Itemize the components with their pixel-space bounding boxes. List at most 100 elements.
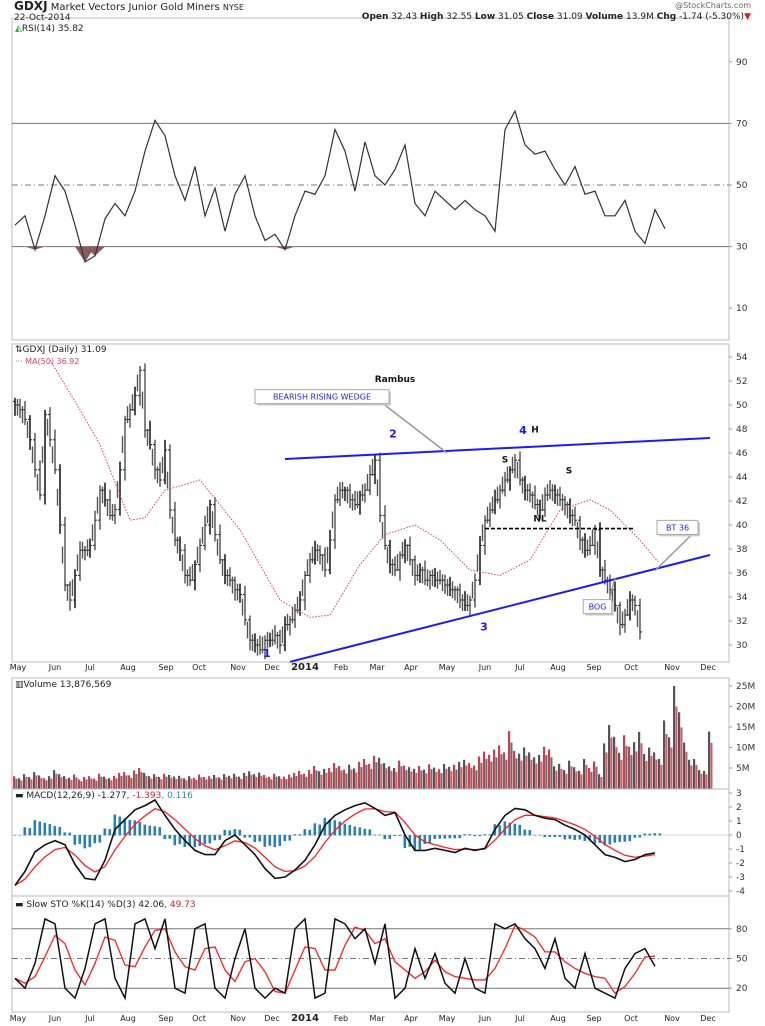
macd-histogram-bar — [113, 814, 117, 836]
macd-histogram-bar — [118, 816, 122, 836]
macd-histogram-bar — [353, 826, 357, 836]
macd-histogram-bar — [153, 826, 157, 836]
volume-bar — [653, 752, 656, 789]
volume-bar — [645, 760, 648, 789]
volume-bar — [445, 768, 448, 789]
volume-bar — [468, 763, 471, 789]
macd-histogram-bar — [13, 835, 17, 836]
price-y-tick: 40 — [736, 521, 748, 531]
macd-histogram-bar — [143, 824, 147, 836]
volume-y-tick: 25M — [736, 682, 755, 692]
rsi-y-tick: 10 — [736, 304, 748, 314]
volume-bar — [415, 772, 418, 789]
stockcharts-watermark: @StockCharts.com — [675, 1, 751, 10]
chg-value: -1.74 (-5.30%) — [679, 12, 745, 22]
annotation-right-shoulder: S — [566, 466, 572, 476]
volume-bar — [620, 759, 623, 789]
volume-bar — [448, 766, 451, 789]
volume-bar — [638, 731, 641, 789]
open-label: Open — [361, 12, 389, 22]
callout-pointer-bearish-rising-wedge — [382, 403, 448, 454]
annotation-wave-2: 2 — [389, 427, 397, 440]
volume-bar — [48, 776, 51, 789]
rsi-y-tick: 30 — [736, 243, 748, 253]
volume-bar — [270, 779, 273, 789]
macd-histogram-bar — [508, 822, 512, 836]
volume-bar — [663, 720, 666, 789]
macd-histogram-bar — [523, 829, 527, 836]
macd-histogram-bar — [123, 818, 127, 836]
volume-bar — [628, 746, 631, 789]
down-arrow-icon: ▼ — [744, 12, 751, 22]
price-y-tick: 44 — [736, 473, 748, 483]
volume-bar — [695, 764, 698, 789]
macd-histogram-bar — [518, 824, 522, 836]
x-axis-label: Aug — [120, 663, 136, 672]
macd-histogram-bar — [218, 835, 222, 840]
volume-bar — [665, 734, 668, 789]
volume-bar — [33, 772, 36, 789]
macd-histogram-bar — [208, 835, 212, 844]
volume-bar — [558, 763, 561, 789]
volume-bar — [85, 779, 88, 789]
macd-histogram-bar — [133, 820, 137, 836]
macd-histogram-bar — [528, 830, 532, 836]
volume-bar — [313, 765, 316, 789]
macd-histogram-bar — [388, 835, 392, 839]
volume-bar — [393, 768, 396, 789]
macd-histogram-bar — [73, 835, 77, 845]
callout-bt-36: BT 36 — [666, 523, 689, 532]
volume-bar — [513, 750, 516, 789]
volume-bar — [640, 743, 643, 789]
price-y-tick: 36 — [736, 569, 748, 579]
x-axis-label: Jul — [84, 663, 95, 672]
macd-histogram-bar — [298, 834, 302, 836]
volume-bar — [688, 759, 691, 789]
macd-histogram-bar — [613, 835, 617, 843]
volume-bar — [290, 777, 293, 789]
macd-histogram-bar — [263, 835, 267, 847]
volume-bar — [90, 778, 93, 789]
volume-bar — [180, 778, 183, 789]
macd-histogram-bar — [88, 835, 92, 848]
macd-histogram-bar — [68, 832, 72, 836]
macd-histogram-bar — [448, 835, 452, 839]
macd-histogram-bar — [533, 835, 537, 836]
volume-bar — [478, 756, 481, 789]
macd-legend: ▬ MACD(12,26,9) -1.277, -1.393, 0.116 — [15, 791, 193, 801]
macd-histogram-bar — [433, 835, 437, 840]
sto-legend-text: Slow STO %K(14) %D(3) — [26, 900, 136, 910]
volume-bar — [328, 768, 331, 789]
volume-bar — [75, 777, 78, 789]
volume-bar — [235, 776, 238, 789]
macd-histogram-bar — [463, 834, 467, 836]
volume-bar — [158, 777, 161, 789]
volume-bar — [370, 768, 373, 789]
volume-bar — [25, 777, 28, 789]
macd-histogram-bar — [583, 835, 587, 842]
macd-histogram-bar — [318, 824, 322, 836]
macd-histogram-bar — [163, 835, 167, 840]
volume-bar — [458, 761, 461, 789]
macd-histogram-bar — [363, 828, 367, 836]
volume-bar — [308, 770, 311, 789]
rsi-line — [14, 109, 666, 263]
macd-histogram-bar — [638, 835, 642, 838]
volume-bar — [435, 771, 438, 789]
macd-y-tick: -3 — [736, 873, 745, 883]
volume-bar — [700, 773, 703, 789]
volume-bar — [405, 770, 408, 789]
volume-bar — [303, 773, 306, 789]
volume-bar — [658, 758, 661, 789]
macd-histogram-bar — [378, 834, 382, 836]
volume-bar — [625, 745, 628, 789]
x-axis-label: Sep — [158, 663, 173, 672]
volume-bar — [120, 776, 123, 789]
volume-bar — [440, 773, 443, 789]
macd-histogram-bar — [553, 835, 557, 838]
volume-bar — [155, 777, 158, 789]
macd-histogram-bar — [443, 835, 447, 839]
volume-bar — [643, 754, 646, 789]
macd-histogram-bar — [573, 835, 577, 840]
macd-histogram-bar — [398, 835, 402, 836]
